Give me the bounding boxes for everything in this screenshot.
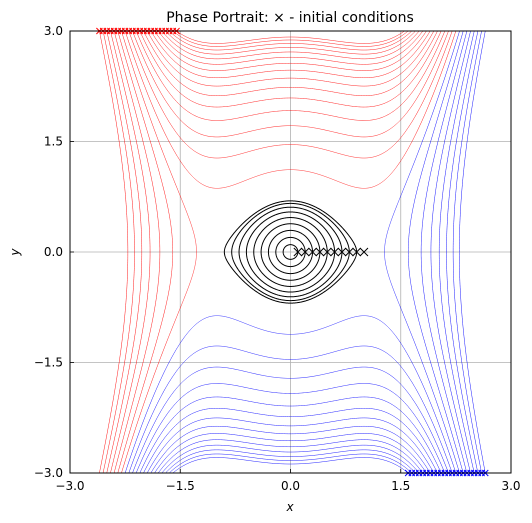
initial-condition-marker — [344, 247, 354, 257]
lower-unbounded-trajectory — [161, 444, 420, 473]
upper-unbounded-trajectory — [176, 31, 405, 44]
initial-condition-marker — [308, 247, 317, 257]
upper-unbounded-trajectory — [117, 31, 173, 473]
initial-condition-marker — [300, 247, 310, 257]
y-tick-label: −1.5 — [34, 356, 63, 370]
upper-unbounded-trajectory — [161, 31, 420, 60]
lower-unbounded-trajectory — [128, 345, 453, 473]
initial-condition-marker — [322, 247, 332, 257]
x-tick-label: 1.5 — [391, 479, 410, 493]
initial-condition-marker — [330, 247, 339, 257]
upper-unbounded-trajectory — [106, 31, 143, 473]
upper-unbounded-trajectory — [154, 31, 427, 71]
lower-unbounded-trajectory — [168, 453, 412, 473]
closed-orbit — [260, 223, 321, 281]
initial-condition-marker — [359, 247, 369, 257]
upper-unbounded-trajectory — [128, 31, 453, 159]
initial-condition-marker — [352, 247, 362, 257]
lower-unbounded-trajectory — [165, 449, 416, 473]
upper-unbounded-trajectory — [102, 31, 135, 473]
upper-unbounded-trajectory — [165, 31, 416, 55]
upper-unbounded-trajectory — [146, 31, 435, 87]
closed-orbit — [267, 229, 314, 275]
upper-unbounded-trajectory — [110, 31, 151, 473]
lower-unbounded-trajectory — [452, 31, 482, 473]
upper-unbounded-trajectory — [172, 31, 409, 47]
lower-unbounded-trajectory — [420, 31, 468, 473]
x-tick-label: −3.0 — [55, 479, 84, 493]
upper-unbounded-trajectory — [121, 31, 197, 473]
upper-unbounded-trajectory — [150, 31, 431, 78]
closed-orbit — [223, 200, 358, 304]
initial-condition-marker — [337, 247, 347, 257]
lower-unbounded-trajectory — [146, 417, 435, 473]
lower-unbounded-trajectory — [150, 426, 431, 473]
lower-unbounded-trajectory — [139, 396, 442, 473]
chart-title: Phase Portrait: × - initial conditions — [166, 10, 414, 26]
lower-unbounded-trajectory — [154, 433, 427, 473]
x-tick-label: 3.0 — [501, 479, 520, 493]
upper-unbounded-trajectory — [132, 31, 449, 138]
y-tick-label: 1.5 — [44, 135, 63, 149]
lower-unbounded-trajectory — [384, 31, 460, 473]
lower-unbounded-trajectory — [459, 31, 486, 473]
lower-unbounded-trajectory — [172, 457, 409, 473]
y-tick-label: −3.0 — [34, 466, 63, 480]
lower-unbounded-trajectory — [446, 31, 479, 473]
upper-unbounded-trajectory — [99, 31, 129, 473]
lower-unbounded-trajectory — [132, 366, 449, 473]
closed-orbit — [231, 202, 350, 302]
y-tick-label: 3.0 — [44, 24, 63, 38]
x-axis-label: x — [285, 500, 294, 514]
upper-unbounded-trajectory — [169, 31, 413, 51]
upper-unbounded-trajectory — [135, 31, 446, 121]
lower-unbounded-trajectory — [408, 31, 464, 473]
y-tick-label: 0.0 — [44, 245, 63, 259]
initial-condition-marker — [293, 247, 303, 257]
lower-unbounded-trajectory — [157, 439, 423, 473]
x-axis: −3.0 −1.5 0.0 1.5 3.0 — [55, 469, 521, 493]
upper-unbounded-trajectory — [124, 31, 457, 189]
initial-condition-marker — [315, 247, 325, 257]
upper-unbounded-trajectory — [113, 31, 161, 473]
upper-unbounded-trajectory — [139, 31, 442, 108]
plot-grid — [70, 31, 511, 473]
x-tick-label: −1.5 — [166, 479, 195, 493]
lower-unbounded-trajectory — [438, 31, 475, 473]
x-tick-label: 0.0 — [281, 479, 300, 493]
y-axis-label: y — [8, 248, 22, 257]
closed-orbit — [245, 211, 336, 293]
upper-unbounded-trajectory — [158, 31, 424, 65]
lower-unbounded-trajectory — [430, 31, 471, 473]
lower-unbounded-trajectory — [124, 315, 457, 473]
lower-unbounded-trajectory — [143, 408, 438, 473]
closed-orbit — [282, 244, 299, 260]
closed-orbit — [253, 217, 328, 287]
upper-unbounded-trajectory — [143, 31, 438, 96]
lower-unbounded-trajectory — [135, 383, 446, 473]
closed-orbit — [275, 236, 306, 268]
trajectories — [99, 31, 486, 473]
closed-orbit — [238, 206, 343, 298]
y-axis: −3.0 −1.5 0.0 1.5 3.0 — [34, 24, 74, 480]
